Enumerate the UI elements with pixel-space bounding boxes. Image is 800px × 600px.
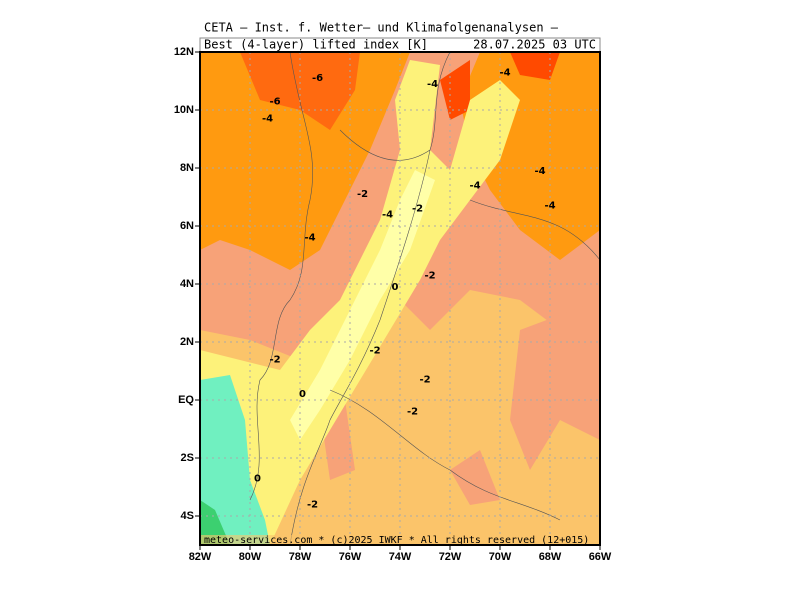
contour-label: -4 (499, 67, 510, 78)
y-tick-label: 2N (180, 336, 194, 348)
contour-label: -2 (307, 499, 318, 510)
field-orange (200, 52, 410, 270)
contour-label: -4 (427, 79, 438, 90)
x-tick-label: 76W (339, 551, 362, 563)
field-cyan (200, 375, 270, 545)
contour-label: -4 (534, 166, 545, 177)
x-tick-label: 74W (389, 551, 412, 563)
y-tick-label: 12N (174, 46, 194, 58)
subtitle: Best_(4-layer)_lifted_index_[K] (204, 38, 428, 52)
contour-label: 0 (299, 389, 306, 400)
y-tick-label: 8N (180, 162, 194, 174)
x-tick-label: 66W (589, 551, 612, 563)
x-tick-label: 78W (289, 551, 312, 563)
contour-label: -2 (419, 375, 430, 386)
x-tick-label: 72W (439, 551, 462, 563)
y-tick-label: 6N (180, 220, 194, 232)
y-tick-label: EQ (178, 394, 194, 406)
x-tick-label: 82W (189, 551, 212, 563)
contour-label: -2 (407, 407, 418, 418)
x-tick-label: 70W (489, 551, 512, 563)
contour-label: -4 (469, 180, 480, 191)
contour-label: -2 (369, 346, 380, 357)
y-tick-label: 10N (174, 104, 194, 116)
y-tick-label: 4N (180, 278, 194, 290)
x-tick-label: 68W (539, 551, 562, 563)
contour-label: -2 (424, 270, 435, 281)
contour-labels: -6 -6 -4 -4 -4 -4 -4 -4 -2 -4 -2 -4 -2 0 -2 -2 -2 0 -2 0 -2 (254, 67, 556, 510)
contour-label: -2 (357, 189, 368, 200)
field-red (240, 52, 360, 130)
date: 28.07.2025 03 UTC (473, 38, 596, 52)
contour-label: -2 (412, 204, 423, 215)
contour-label: -4 (262, 114, 273, 125)
contour-label: -6 (269, 96, 280, 107)
title: CETA — Inst. f. Wetter— und Klimafolgena… (204, 21, 559, 35)
field-green (200, 500, 230, 545)
contour-label: 0 (392, 282, 399, 293)
y-tick-label: 4S (181, 510, 194, 522)
y-tick-label: 2S (181, 452, 194, 464)
contour-label: -2 (269, 354, 280, 365)
field-salmon (510, 300, 600, 470)
coastline (249, 52, 600, 545)
contour-label: -4 (544, 201, 555, 212)
contour-label: -4 (382, 209, 393, 220)
footer: meteo-services.com * (c)2025 IWKF * All … (204, 535, 589, 546)
contour-label: -4 (304, 233, 315, 244)
field-salmon (320, 400, 500, 505)
map-frame (199, 51, 601, 546)
footer-bg (200, 535, 600, 545)
x-tick-label: 80W (239, 551, 262, 563)
field-lightyellow (290, 170, 435, 440)
contour-label: 0 (254, 473, 261, 484)
contour-label: -6 (312, 73, 323, 84)
